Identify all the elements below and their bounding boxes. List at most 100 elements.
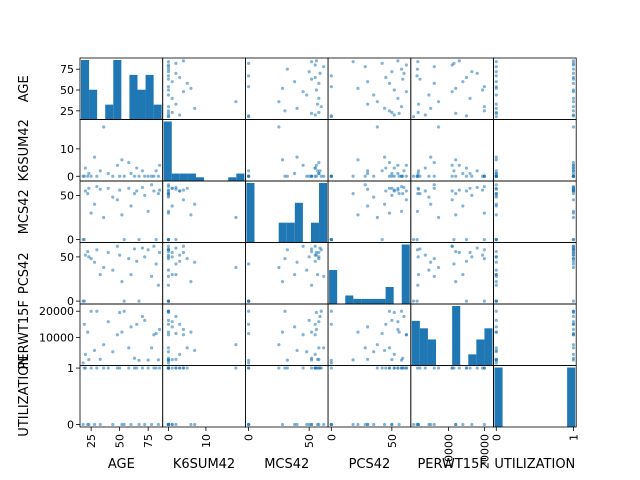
scatter-point-mcs42-vs-pcs42-3: [397, 192, 401, 196]
scatter-point-perwt15f-vs-age-2: [83, 352, 88, 356]
scatter-point-utilization-vs-age-6: [92, 422, 97, 427]
scatter-point-pcs42-vs-age-17: [129, 272, 133, 277]
scatter-point-perwt15f-vs-utilization-22: [494, 318, 498, 322]
scatter-point-k6sum42-vs-age-3: [86, 174, 90, 178]
scatter-point-pcs42-vs-age-8: [98, 272, 102, 277]
scatter-point-k6sum42-vs-pcs42-9: [375, 125, 379, 129]
hist-bar-age-9: [153, 104, 162, 120]
scatter-point-mcs42-vs-age-2: [83, 189, 88, 193]
scatter-point-age-vs-pcs42-1: [329, 114, 333, 118]
scatter-point-perwt15f-vs-k6sum42-9: [234, 343, 238, 347]
x-axis-label-utilization: UTILIZATION: [494, 457, 575, 472]
scatter-point-age-vs-utilization-11: [494, 93, 498, 97]
scatter-point-perwt15f-vs-pcs42-14: [356, 330, 360, 334]
scatter-point-perwt15f-vs-age-10: [106, 320, 110, 324]
scatter-point-mcs42-vs-age-20: [137, 238, 141, 242]
hist-bar-pcs42-5: [369, 298, 378, 304]
scatter-point-age-vs-mcs42-22: [307, 70, 311, 74]
scatter-point-mcs42-vs-perwt15f-11: [427, 195, 431, 199]
scatter-point-age-vs-utilization-24: [494, 65, 498, 69]
scatter-point-perwt15f-vs-k6sum42-27: [166, 358, 171, 362]
scatter-point-utilization-vs-mcs42-24: [322, 422, 326, 427]
scatter-point-k6sum42-vs-pcs42-24: [363, 174, 367, 178]
scatter-point-utilization-vs-mcs42-27: [309, 422, 314, 427]
scatter-point-utilization-vs-age-22: [143, 422, 147, 427]
scatter-point-k6sum42-vs-utilization-27: [494, 174, 498, 178]
scatter-point-mcs42-vs-pcs42-26: [380, 238, 384, 242]
scatter-point-k6sum42-vs-mcs42-20: [247, 174, 251, 178]
scatter-point-k6sum42-vs-pcs42-19: [384, 166, 388, 170]
scatter-point-mcs42-vs-k6sum42-20: [166, 238, 171, 242]
scatter-point-age-vs-k6sum42-25: [166, 63, 171, 67]
scatter-point-k6sum42-vs-age-24: [149, 174, 154, 178]
scatter-point-age-vs-pcs42-5: [387, 109, 392, 113]
scatter-point-pcs42-vs-k6sum42-27: [166, 283, 171, 287]
scatter-point-pcs42-vs-utilization-9: [571, 265, 576, 270]
scatter-point-perwt15f-vs-mcs42-17: [293, 325, 297, 329]
scatter-point-k6sum42-vs-utilization-16: [571, 160, 576, 165]
panel-frame-age-utilization: [493, 57, 577, 120]
scatter-point-perwt15f-vs-utilization-14: [494, 330, 498, 334]
scatter-point-k6sum42-vs-age-10: [106, 171, 110, 176]
scatter-point-age-vs-k6sum42-1: [166, 114, 171, 118]
scatter-point-pcs42-vs-age-12: [115, 244, 119, 248]
scatter-point-age-vs-mcs42-19: [313, 75, 317, 80]
scatter-point-perwt15f-vs-pcs42-11: [372, 350, 376, 354]
scatter-point-k6sum42-vs-pcs42-28: [396, 163, 400, 167]
scatter-point-age-vs-k6sum42-4: [170, 110, 174, 115]
scatter-point-mcs42-vs-age-14: [120, 213, 124, 217]
scatter-point-k6sum42-vs-perwt15f-3: [454, 174, 458, 178]
scatter-point-utilization-vs-age-15: [122, 422, 126, 427]
hist-bar-pcs42-7: [385, 287, 394, 304]
scatter-point-mcs42-vs-age-21: [140, 185, 145, 190]
scatter-point-k6sum42-vs-pcs42-16: [387, 160, 392, 165]
scatter-point-age-vs-utilization-26: [571, 61, 576, 65]
hist-bar-age-4: [113, 60, 122, 120]
scatter-point-age-vs-mcs42-20: [247, 74, 251, 78]
scatter-point-pcs42-vs-perwt15f-3: [454, 249, 458, 254]
scatter-point-utilization-vs-mcs42-18: [309, 366, 314, 370]
scatter-point-utilization-vs-age-19: [135, 366, 139, 370]
scatter-point-perwt15f-vs-mcs42-16: [317, 346, 321, 350]
scatter-point-mcs42-vs-perwt15f-25: [450, 189, 454, 193]
scatter-point-perwt15f-vs-age-15: [122, 309, 126, 313]
scatter-point-perwt15f-vs-pcs42-22: [390, 318, 394, 322]
scatter-point-k6sum42-vs-mcs42-5: [283, 174, 287, 178]
panel-frame-pcs42-pcs42: [327, 242, 412, 305]
scatter-point-k6sum42-vs-mcs42-7: [319, 174, 323, 178]
scatter-point-mcs42-vs-perwt15f-8: [416, 187, 421, 191]
scatter-point-utilization-vs-pcs42-9: [375, 366, 379, 370]
scatter-point-perwt15f-vs-k6sum42-21: [174, 314, 178, 319]
scatter-point-perwt15f-vs-age-17: [129, 325, 133, 329]
scatter-point-pcs42-vs-perwt15f-4: [416, 255, 420, 259]
y-axis-label-age: AGE: [17, 75, 32, 102]
scatter-point-age-vs-pcs42-25: [404, 63, 408, 67]
x-tick-label-pcs42-0: 0: [325, 434, 338, 441]
scatter-point-age-vs-perwt15f-10: [468, 96, 472, 100]
scatter-point-age-vs-k6sum42-11: [166, 93, 171, 97]
scatter-point-pcs42-vs-mcs42-28: [314, 250, 319, 255]
scatter-point-age-vs-utilization-13: [571, 88, 576, 92]
scatter-point-utilization-vs-age-24: [149, 422, 154, 427]
scatter-point-age-vs-perwt15f-5: [482, 109, 486, 113]
scatter-point-pcs42-vs-perwt15f-17: [461, 272, 465, 277]
scatter-point-perwt15f-vs-age-5: [89, 309, 93, 313]
scatter-point-perwt15f-vs-age-9: [102, 343, 106, 347]
scatter-point-mcs42-vs-perwt15f-6: [429, 202, 433, 206]
scatter-point-utilization-vs-pcs42-23: [399, 366, 404, 370]
y-axis-label-perwt15f: PERWT15F: [17, 300, 32, 369]
panel-frame-k6sum42-k6sum42: [162, 119, 246, 182]
scatter-point-perwt15f-vs-age-16: [127, 346, 131, 350]
scatter-point-perwt15f-vs-utilization-2: [571, 352, 576, 356]
scatter-point-age-vs-pcs42-27: [351, 60, 355, 64]
scatter-point-k6sum42-vs-age-13: [118, 174, 122, 178]
scatter-point-pcs42-vs-perwt15f-11: [427, 268, 431, 272]
scatter-point-pcs42-vs-k6sum42-16: [185, 257, 189, 261]
panel-frame-perwt15f-utilization: [493, 303, 577, 366]
scatter-point-k6sum42-vs-perwt15f-25: [450, 174, 454, 178]
scatter-point-k6sum42-vs-perwt15f-11: [427, 174, 431, 178]
panel-frame-k6sum42-mcs42: [244, 119, 329, 182]
scatter-point-age-vs-utilization-22: [494, 70, 498, 74]
scatter-point-age-vs-k6sum42-13: [166, 88, 171, 92]
scatter-point-mcs42-vs-k6sum42-16: [185, 186, 189, 190]
